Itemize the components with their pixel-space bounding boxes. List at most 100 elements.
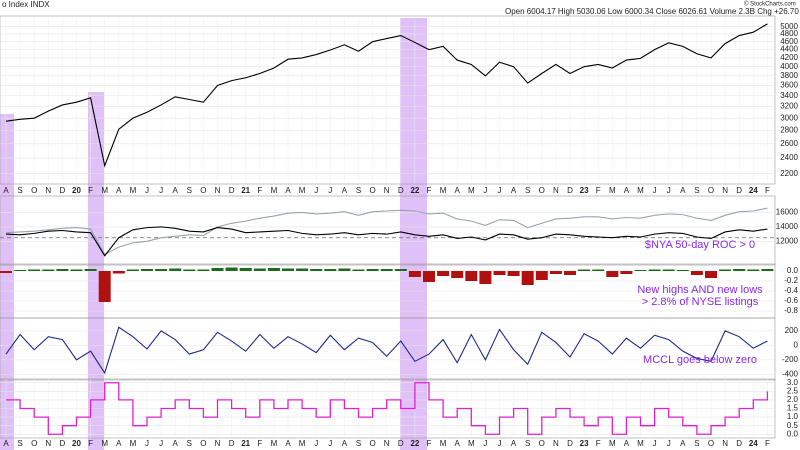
annotation: New highs AND new lows > 2.8% of NYSE lis… <box>637 284 763 308</box>
bar <box>479 271 492 284</box>
bar <box>112 271 125 274</box>
x-tick-label: F <box>596 186 601 195</box>
x-tick-label: M <box>101 186 108 195</box>
bar <box>620 271 633 274</box>
bar <box>690 271 703 275</box>
bar <box>98 271 111 302</box>
y-tick-label: 4400 <box>780 45 798 54</box>
bar <box>437 271 450 276</box>
x-tick-label: J <box>314 186 318 195</box>
bar <box>183 269 196 271</box>
x-tick-label: A <box>116 186 122 195</box>
x-tick-label: 22 <box>410 439 419 448</box>
x-tick-label: J <box>498 439 502 448</box>
bar <box>592 269 605 271</box>
x-tick-label: N <box>384 186 390 195</box>
y-tick-label: 2400 <box>780 153 798 162</box>
bar <box>606 271 619 277</box>
x-tick-label: M <box>440 186 447 195</box>
line <box>5 23 768 168</box>
y-tick-label: -0.8 <box>784 306 798 315</box>
bar <box>521 271 534 285</box>
bar <box>70 269 83 271</box>
panel-frame <box>0 317 776 381</box>
bar <box>352 269 365 271</box>
y-tick-label: 0.0 <box>787 429 799 438</box>
x-tick-label: A <box>3 186 9 195</box>
bar <box>761 269 774 271</box>
x-tick-label: M <box>271 439 278 448</box>
x-tick-label: 20 <box>72 186 81 195</box>
x-tick-label: S <box>17 186 22 195</box>
x-tick-label: A <box>455 186 461 195</box>
x-tick-label: D <box>398 439 404 448</box>
y-tick-label: 3000 <box>780 113 798 122</box>
x-tick-label: F <box>765 439 770 448</box>
x-tick-label: S <box>694 439 699 448</box>
y-tick-label: 2600 <box>780 139 798 148</box>
bar <box>169 268 182 271</box>
x-tick-label: M <box>609 186 616 195</box>
symbol: o Index INDX <box>2 0 50 9</box>
x-tick-label: M <box>130 186 137 195</box>
y-tick-label: 2.0 <box>787 395 799 404</box>
panel-frame <box>0 195 776 266</box>
y-tick-label: 4000 <box>780 62 798 71</box>
x-tick-label: D <box>229 439 235 448</box>
x-tick-label: A <box>3 439 9 448</box>
bar <box>310 269 323 271</box>
bar <box>253 268 266 271</box>
x-tick-label: M <box>299 439 306 448</box>
y-tick-label: 4600 <box>780 37 798 46</box>
y-tick-label: 2800 <box>780 126 798 135</box>
x-tick-label: F <box>596 439 601 448</box>
credit: © StockCharts.com <box>744 1 796 8</box>
panel-frame <box>0 15 776 185</box>
x-tick-label: O <box>708 186 714 195</box>
x-tick-label: J <box>498 186 502 195</box>
y-tick-label: 3.0 <box>787 378 799 387</box>
x-tick-label: A <box>285 439 291 448</box>
x-tick-label: N <box>553 186 559 195</box>
x-tick-label: F <box>88 186 93 195</box>
bar <box>380 269 393 271</box>
bar <box>564 271 576 275</box>
bar <box>239 268 252 271</box>
y-tick-label: -400 <box>782 369 799 378</box>
bar <box>84 269 97 271</box>
bar <box>267 268 280 271</box>
x-tick-label: D <box>60 186 66 195</box>
bar <box>296 268 309 271</box>
x-tick-label: M <box>468 439 475 448</box>
bar <box>394 269 407 271</box>
y-tick-label: -0.2 <box>784 276 798 285</box>
y-tick-label: 1.5 <box>787 404 799 413</box>
y-tick-label: 5000 <box>780 22 798 31</box>
bar <box>493 271 506 275</box>
x-tick-label: M <box>299 186 306 195</box>
bar <box>338 268 351 271</box>
x-tick-label: 21 <box>241 439 250 448</box>
x-tick-label: A <box>116 439 122 448</box>
x-tick-label: F <box>257 439 262 448</box>
bar <box>747 269 760 271</box>
x-tick-label: M <box>440 439 447 448</box>
x-tick-label: N <box>384 439 390 448</box>
x-tick-label: J <box>159 186 163 195</box>
x-tick-label: F <box>765 186 770 195</box>
x-tick-label: 23 <box>580 186 589 195</box>
x-tick-label: 24 <box>749 186 758 195</box>
x-tick-label: M <box>637 186 644 195</box>
x-tick-label: M <box>637 439 644 448</box>
x-tick-label: A <box>624 186 630 195</box>
bar <box>366 269 379 271</box>
y-tick-label: 2.5 <box>787 386 799 395</box>
x-tick-label: J <box>314 439 318 448</box>
bar <box>465 271 478 281</box>
x-tick-label: 22 <box>410 186 419 195</box>
y-tick-label: 3800 <box>780 71 798 80</box>
bar <box>14 270 27 271</box>
y-tick-label: 0.0 <box>787 266 799 275</box>
y-tick-label: -0.4 <box>784 286 798 295</box>
y-tick-label: 200 <box>785 326 799 335</box>
